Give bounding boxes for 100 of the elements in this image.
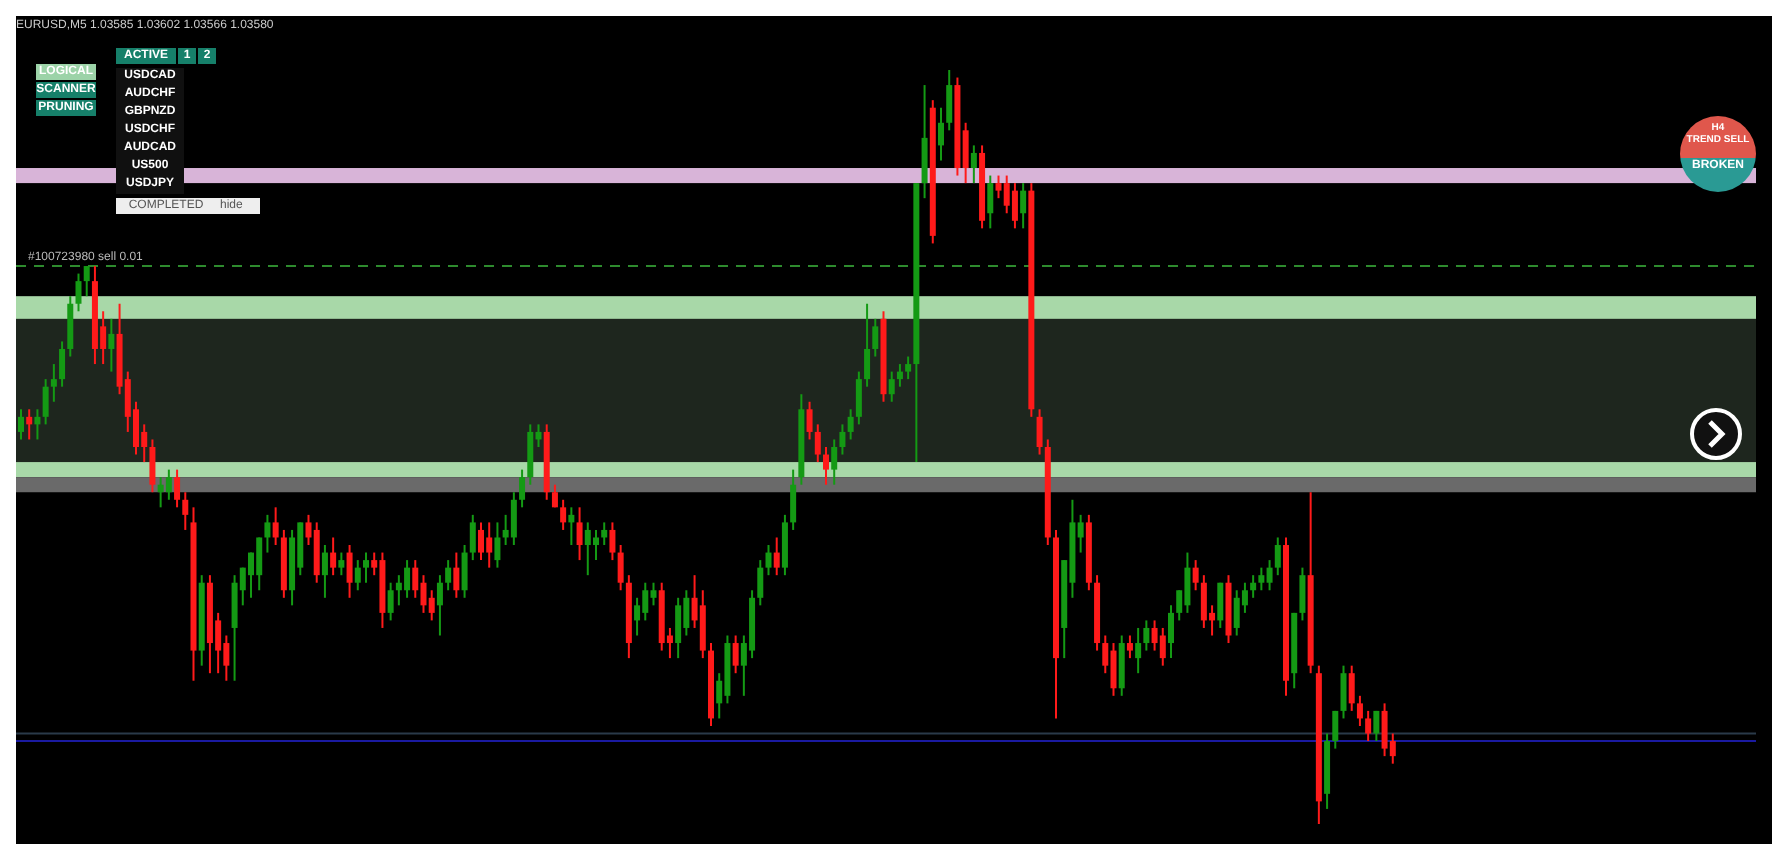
candlestick xyxy=(757,559,764,607)
candlestick xyxy=(272,506,279,547)
candlestick xyxy=(699,589,706,660)
candlestick xyxy=(1233,589,1240,637)
candlestick xyxy=(404,559,411,599)
candlestick xyxy=(1151,619,1158,652)
candlestick xyxy=(1365,709,1372,743)
candlestick xyxy=(1020,182,1027,230)
candlestick xyxy=(420,574,427,614)
candlestick xyxy=(469,513,476,562)
candlestick xyxy=(987,174,994,230)
candlestick xyxy=(1126,634,1133,660)
candlestick xyxy=(34,408,41,441)
candlestick xyxy=(149,438,156,494)
candlestick xyxy=(995,174,1002,200)
candlestick xyxy=(584,521,591,577)
candlestick xyxy=(642,581,649,622)
candlestick xyxy=(67,295,74,358)
candlestick xyxy=(494,521,501,569)
candlestick xyxy=(165,468,172,501)
candlestick xyxy=(1373,709,1380,743)
candlestick xyxy=(330,536,337,577)
candlestick xyxy=(1332,709,1339,750)
candlestick xyxy=(601,521,608,547)
candlestick xyxy=(609,521,616,562)
candlestick xyxy=(593,528,599,562)
candlestick xyxy=(617,544,624,592)
candlestick xyxy=(1192,559,1199,592)
candlestick xyxy=(1299,566,1306,622)
candlestick xyxy=(675,596,682,660)
candlestick xyxy=(313,521,320,584)
candlestick xyxy=(1003,174,1010,215)
candlestick xyxy=(1258,566,1265,592)
candlestick xyxy=(1143,619,1150,652)
candlestick xyxy=(363,551,369,584)
candlestick xyxy=(346,544,353,599)
candlestick xyxy=(42,378,49,426)
candlestick xyxy=(568,506,575,547)
candlestick xyxy=(83,265,90,298)
candlestick xyxy=(781,513,788,577)
candlestick xyxy=(839,423,846,456)
candlestick xyxy=(1036,408,1043,456)
candlestick xyxy=(806,400,813,441)
candlestick xyxy=(338,551,345,577)
candlestick xyxy=(1266,559,1273,592)
candlestick xyxy=(634,596,641,637)
candlestick xyxy=(946,70,953,132)
candlestick xyxy=(921,84,928,200)
candlestick xyxy=(75,272,82,313)
candlestick xyxy=(264,513,271,554)
candlestick xyxy=(576,506,583,562)
candlestick xyxy=(872,317,879,358)
candlestick xyxy=(354,559,361,592)
candlestick xyxy=(847,408,854,441)
candlestick xyxy=(650,581,657,607)
candlestick xyxy=(831,438,838,486)
candlestick xyxy=(182,491,189,531)
candlestick xyxy=(773,536,780,577)
candlestick xyxy=(412,559,419,599)
candlestick xyxy=(938,106,944,162)
candlestick xyxy=(1184,551,1191,614)
candlestick xyxy=(683,589,690,637)
candlestick xyxy=(527,423,534,486)
candlestick xyxy=(428,589,435,622)
candlestick xyxy=(1110,642,1117,697)
candlestick xyxy=(1356,694,1363,727)
candlestick xyxy=(855,370,862,426)
candlestick xyxy=(26,408,33,441)
candlestick xyxy=(560,498,567,531)
candlestick xyxy=(823,446,829,486)
candlestick xyxy=(486,521,493,569)
candlestick xyxy=(478,521,484,562)
candlestick xyxy=(256,536,263,592)
candlestick xyxy=(1135,626,1142,675)
candlestick xyxy=(1274,536,1281,577)
candlestick xyxy=(896,363,903,388)
candlestick xyxy=(174,468,181,509)
candlestick xyxy=(108,317,115,373)
candlestick xyxy=(59,340,66,388)
candlestick xyxy=(461,544,468,599)
candlestick xyxy=(445,559,452,592)
candlestick xyxy=(732,634,739,675)
candlestick xyxy=(1340,664,1347,720)
candlestick xyxy=(510,491,517,547)
candlestick xyxy=(765,544,772,577)
candlestick xyxy=(1381,702,1388,758)
candlestick xyxy=(157,476,164,509)
candlestick xyxy=(790,468,797,531)
candlestick xyxy=(387,581,394,622)
candlestick xyxy=(321,544,328,599)
candlestick xyxy=(1217,581,1224,629)
candlestick xyxy=(1200,574,1207,629)
candlestick xyxy=(1348,664,1355,712)
candlestick xyxy=(18,408,24,441)
candlestick xyxy=(50,363,57,403)
candlestick xyxy=(453,551,460,599)
candlestick xyxy=(1118,634,1125,697)
candlestick xyxy=(970,144,977,185)
candlestick xyxy=(864,302,871,388)
candlestick xyxy=(1250,574,1257,599)
